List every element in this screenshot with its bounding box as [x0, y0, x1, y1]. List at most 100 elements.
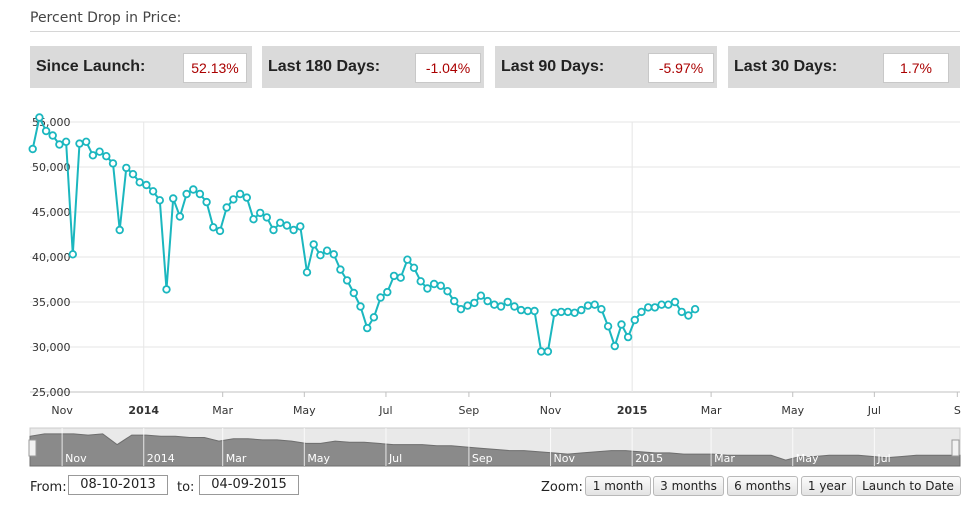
price-point[interactable] [516, 305, 526, 315]
price-point[interactable] [436, 281, 445, 290]
price-point[interactable] [81, 137, 91, 146]
price-point[interactable] [363, 323, 372, 333]
navigator-right-handle[interactable] [951, 439, 960, 457]
range-navigator[interactable]: Nov 2014 Mar May Jul Sep Nov 2015 Mar May Jul [28, 427, 961, 467]
price-point[interactable] [443, 286, 452, 296]
price-point[interactable] [148, 187, 158, 196]
price-point[interactable] [423, 284, 432, 293]
price-point[interactable] [155, 196, 164, 205]
price-point[interactable] [503, 297, 512, 307]
price-point[interactable] [309, 240, 318, 249]
price-point[interactable] [483, 296, 492, 306]
price-point[interactable] [416, 277, 425, 286]
price-point[interactable] [550, 308, 559, 317]
price-point[interactable] [189, 185, 198, 194]
price-point[interactable] [670, 297, 680, 307]
price-point[interactable] [342, 276, 352, 285]
price-point[interactable] [235, 189, 245, 199]
price-point[interactable] [369, 313, 379, 322]
price-point[interactable] [115, 225, 124, 235]
price-point[interactable] [276, 218, 285, 227]
price-point[interactable] [376, 293, 385, 302]
price-point[interactable] [396, 273, 405, 282]
price-point[interactable] [202, 197, 211, 207]
price-point[interactable] [590, 300, 599, 309]
zoom-6-months-button[interactable]: 6 months [727, 476, 798, 496]
price-point[interactable] [349, 288, 358, 298]
price-point[interactable] [557, 307, 566, 317]
price-point[interactable] [429, 279, 439, 289]
price-point[interactable] [583, 301, 593, 310]
navigator-left-handle[interactable] [28, 439, 37, 457]
price-point[interactable] [55, 140, 64, 149]
price-point[interactable] [209, 223, 218, 232]
price-point[interactable] [476, 291, 486, 300]
price-point[interactable] [650, 303, 660, 312]
price-point[interactable] [677, 307, 686, 317]
price-point[interactable] [128, 169, 138, 179]
price-point[interactable] [68, 250, 77, 259]
price-point[interactable] [75, 139, 84, 148]
from-date-input[interactable] [68, 475, 168, 495]
price-point[interactable] [563, 307, 573, 317]
zoom-launch-to-date-button[interactable]: Launch to Date [855, 476, 961, 496]
price-point[interactable] [623, 332, 633, 342]
price-point[interactable] [543, 347, 553, 356]
price-point[interactable] [690, 304, 700, 314]
price-point[interactable] [256, 208, 265, 218]
price-point[interactable] [108, 159, 118, 168]
price-point[interactable] [356, 302, 365, 311]
price-point[interactable] [316, 250, 325, 260]
price-point[interactable] [222, 203, 231, 212]
price-point[interactable] [88, 151, 98, 160]
price-point[interactable] [336, 265, 345, 274]
price-point[interactable] [35, 113, 44, 122]
price-point[interactable] [597, 304, 606, 314]
price-point[interactable] [456, 304, 466, 314]
price-point[interactable] [41, 126, 51, 136]
price-point[interactable] [470, 298, 479, 308]
price-point[interactable] [215, 226, 225, 236]
price-point[interactable] [409, 263, 419, 272]
price-point[interactable] [195, 189, 205, 199]
price-point[interactable] [490, 300, 499, 309]
price-point[interactable] [523, 306, 532, 316]
to-date-input[interactable] [199, 475, 299, 495]
price-point[interactable] [617, 320, 626, 329]
price-point[interactable] [322, 246, 332, 255]
price-point[interactable] [175, 212, 185, 221]
price-point[interactable] [644, 303, 653, 312]
price-point[interactable] [122, 163, 131, 173]
price-point[interactable] [95, 147, 104, 156]
price-point[interactable] [450, 296, 459, 306]
price-point[interactable] [329, 250, 338, 259]
price-point[interactable] [496, 302, 506, 311]
zoom-1-month-button[interactable]: 1 month [585, 476, 651, 496]
price-point[interactable] [403, 255, 412, 264]
price-point[interactable] [630, 315, 639, 325]
price-point[interactable] [684, 311, 693, 320]
price-point[interactable] [182, 189, 191, 199]
price-point[interactable] [603, 322, 613, 331]
price-point[interactable] [610, 341, 619, 351]
price-point[interactable] [530, 306, 539, 316]
price-point[interactable] [262, 213, 271, 222]
price-point[interactable] [142, 180, 151, 190]
zoom-1-year-button[interactable]: 1 year [801, 476, 853, 496]
price-point[interactable] [389, 271, 399, 281]
price-point[interactable] [48, 131, 57, 140]
price-series[interactable] [28, 113, 700, 356]
price-point[interactable] [383, 287, 392, 297]
price-point[interactable] [168, 194, 178, 203]
price-point[interactable] [463, 301, 472, 310]
price-point[interactable] [135, 178, 144, 187]
price-point[interactable] [282, 221, 292, 230]
price-point[interactable] [296, 222, 305, 231]
zoom-3-months-button[interactable]: 3 months [653, 476, 724, 496]
price-point[interactable] [664, 300, 673, 309]
price-point[interactable] [229, 195, 238, 204]
price-point[interactable] [269, 225, 278, 235]
price-point[interactable] [537, 347, 546, 356]
price-point[interactable] [289, 225, 298, 235]
price-point[interactable] [162, 285, 171, 294]
